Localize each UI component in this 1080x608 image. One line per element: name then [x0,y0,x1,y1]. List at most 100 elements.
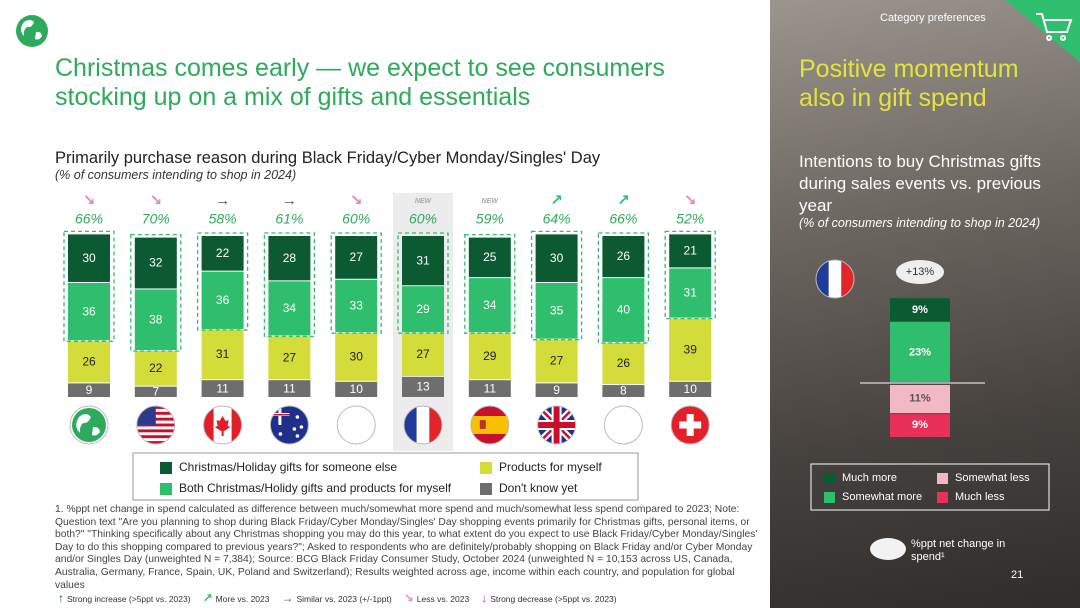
bar-label: 35 [550,304,564,318]
top-two-box [530,230,583,341]
bar-label: 31 [684,286,698,300]
bar-segment [268,380,311,397]
flag-outline [815,259,855,299]
top-two-label: 61% [275,211,303,227]
flag-part [604,406,643,444]
bar-segment [669,381,712,397]
bar-label: 38 [149,312,163,326]
bar-segment [669,268,712,318]
trend-symbol: ↘ [403,591,414,605]
trend: NEW [482,198,500,205]
flag-outline [269,405,309,445]
flag-outline [537,405,577,445]
trend: ↘ [684,192,697,209]
bar-label: 31 [216,347,230,361]
bar-label: 10 [684,382,698,396]
top-two-label: 66% [609,211,637,227]
bar-label: 7 [152,385,159,399]
bar-segment [669,318,712,381]
legend-box [132,452,639,501]
legend-bubble [870,538,906,560]
flag-part [295,434,300,438]
flag-part [679,421,702,429]
bar-label: 11 [216,381,229,395]
legend-label: Don't know yet [499,481,578,495]
trend-legend-item: ↓ Strong decrease (>5ppt vs. 2023) [481,591,616,605]
flag-outline [403,405,443,445]
bar-label: 39 [684,342,698,356]
bar-label: 25 [483,250,497,264]
bar-label: 31 [416,253,430,267]
flag [816,260,854,298]
bar-label: 36 [216,293,230,307]
bar-segment [602,236,645,278]
bar-segment [602,385,645,397]
bar-label: 13 [416,380,430,394]
trend-symbol: ↗ [202,591,213,605]
bar-label: 9 [553,383,560,397]
bar-label: 34 [283,301,297,315]
top-two-box [664,230,716,320]
top-two-box [330,232,382,334]
top-two-box [130,233,182,352]
bar-segment [890,322,950,382]
bar-label: 11 [484,381,497,395]
bar-label: 34 [483,298,497,312]
bar-segment [68,341,110,383]
flag-part [203,406,214,444]
flag-part [292,427,297,431]
top-two-box [397,232,449,334]
bar-label: 26 [617,249,631,263]
top-two-box [597,232,650,344]
side-title: Positive momentum also in gift spend [799,55,1019,112]
bar-segment [535,339,578,383]
legend-swatch [480,483,492,495]
bar-label: 33 [350,299,364,313]
bar-label: 11% [909,392,931,404]
legend-label: Products for myself [499,460,602,474]
bar-segment [468,380,511,397]
flag [136,406,175,444]
bar-segment [201,271,244,329]
bar-segment [402,236,444,286]
page-number: 21 [1011,569,1024,581]
chart-title: Primarily purchase reason during Black F… [55,149,601,167]
flag-part [337,406,376,444]
flag-part [470,416,509,434]
bar-segment [335,236,378,279]
bar-segment [335,279,378,333]
trend: ↗ [550,192,563,209]
bar-label: 22 [216,246,230,260]
flag-part [136,435,175,439]
top-two-box [63,230,115,342]
bar-segment [402,286,444,333]
bar-segment [468,278,511,333]
bar-label: 23% [909,346,931,358]
flag [537,406,576,444]
bar-label: 29 [416,302,430,316]
flag-part [270,406,309,444]
top-two-label: 66% [75,211,103,227]
logo [16,15,48,47]
legend-label: Somewhat less [955,472,1030,484]
bar-segment [402,333,444,376]
flag-part [841,260,854,298]
trend-symbol: ↑ [58,591,64,605]
flag-outline [670,405,710,445]
bar-segment [268,336,311,380]
bar-label: 9 [86,383,93,397]
bar-segment [68,234,110,282]
bar-label: 8 [620,384,627,398]
top-two-label: 58% [209,211,237,227]
trend-text: Strong decrease (>5ppt vs. 2023) [490,594,617,604]
bar-segment [890,414,950,437]
top-two-label: 64% [543,211,571,227]
bar-label: 10 [350,382,364,396]
flag [404,406,442,444]
bar-label: 26 [617,356,631,370]
legend-label: Much more [842,472,897,484]
legend-swatch [824,473,835,484]
trend-text: More vs. 2023 [215,594,270,604]
legend-label: Christmas/Holiday gifts for someone else [179,460,397,474]
flag-outline [203,405,243,445]
